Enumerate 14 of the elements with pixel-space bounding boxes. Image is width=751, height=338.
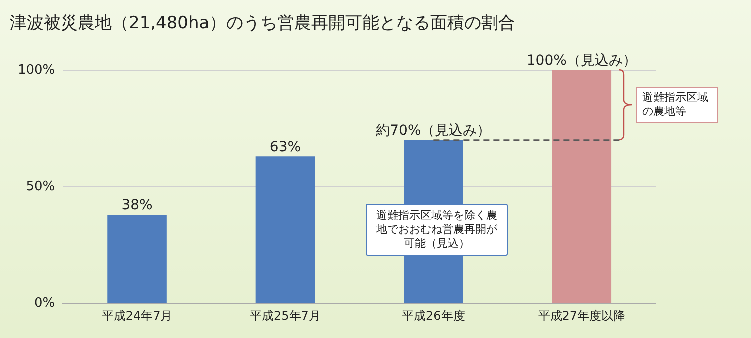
annotation: 避難指示区域の農地等 [636,87,718,124]
y-tick-label: 50% [26,179,56,194]
chart-title: 津波被災農地（21,480ha）のうち営農再開可能となる面積の割合 [10,14,516,34]
data-label: 63% [270,139,302,156]
y-tick-label: 100% [18,62,56,78]
data-label: 約70%（見込み） [376,123,492,139]
data-label: 38% [122,198,153,214]
data-label: 100%（見込み） [526,53,637,70]
x-tick-label: 平成26年度 [402,308,466,323]
x-tick-label: 平成27年度以降 [538,308,626,323]
y-tick-label: 0% [34,296,56,311]
x-tick-label: 平成25年7月 [250,308,321,323]
annotation: 避難指示区域等を除く農地でおおむね営農再開が可能（見込） [366,204,508,256]
x-tick-label: 平成24年7月 [102,308,173,323]
